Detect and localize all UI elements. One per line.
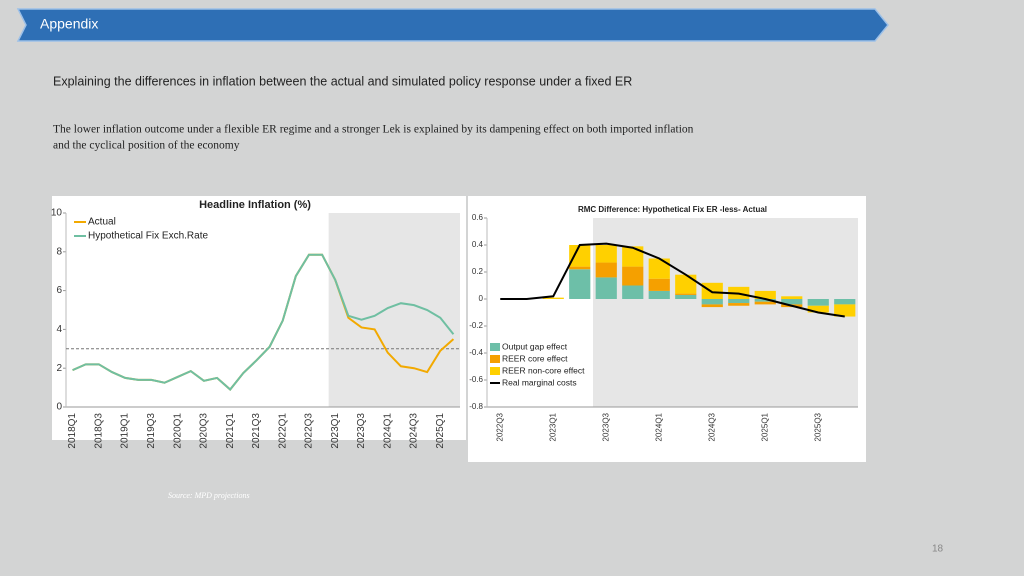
x-tick-label: 2023Q3: [601, 412, 610, 441]
bar-segment: [622, 285, 644, 299]
heading: Explaining the differences in inflation …: [53, 74, 632, 88]
bar-segment: [728, 299, 750, 304]
x-tick-label: 2019Q1: [120, 413, 131, 449]
header-title: Appendix: [40, 16, 98, 32]
x-tick-label: 2025Q1: [760, 412, 769, 441]
bar-segment: [754, 301, 776, 305]
legend-label: Actual: [88, 217, 116, 228]
bar-segment: [754, 299, 776, 302]
bar-segment: [701, 304, 723, 308]
bar-segment: [834, 299, 856, 305]
bar-segment: [595, 245, 617, 263]
bar-segment: [569, 269, 591, 299]
bar-segment: [701, 299, 723, 305]
x-tick-label: 2024Q3: [707, 412, 716, 441]
y-tick-label: 2: [56, 363, 62, 374]
bar-segment: [648, 258, 670, 279]
bar-segment: [622, 246, 644, 267]
x-tick-label: 2020Q1: [172, 413, 183, 449]
bar-segment: [754, 290, 776, 299]
x-tick-label: 2024Q1: [382, 413, 393, 449]
x-tick-label: 2023Q3: [356, 413, 367, 449]
y-tick-label: 0.4: [472, 240, 484, 249]
x-tick-label: 2025Q3: [813, 412, 822, 441]
series-line: [500, 242, 845, 318]
bar-segment: [622, 266, 644, 286]
bar-segment: [569, 245, 591, 267]
legend-label: Hypothetical Fix Exch.Rate: [88, 231, 208, 242]
paragraph-line: The lower inflation outcome under a flex…: [53, 124, 694, 136]
x-tick-label: 2023Q1: [330, 413, 341, 449]
shaded-region: [328, 213, 460, 407]
bar-segment: [542, 297, 564, 299]
bar-segment: [807, 299, 829, 306]
header-bar: [16, 8, 889, 42]
x-tick-label: 2021Q3: [251, 413, 262, 449]
bar-segment: [675, 274, 697, 294]
legend-label: REER core effect: [502, 353, 568, 363]
legend-swatch: [490, 343, 500, 351]
bar-segment: [648, 278, 670, 291]
legend-swatch: [490, 367, 500, 375]
x-tick-label: 2018Q1: [67, 413, 78, 449]
x-tick-label: 2022Q3: [304, 413, 315, 449]
x-tick-label: 2024Q1: [654, 412, 663, 441]
paragraph-line: and the cyclical position of the economy: [53, 140, 240, 152]
charts: Headline Inflation (%) 0 2 4 6 8 10 2018Q1 2018Q…: [51, 196, 866, 462]
x-tick-label: 2018Q3: [93, 413, 104, 449]
bar-segment: [728, 303, 750, 306]
legend-label: Output gap effect: [502, 341, 568, 351]
y-tick-label: 0.6: [472, 213, 484, 222]
bar-segment: [675, 294, 697, 299]
bar-segment: [595, 277, 617, 299]
y-tick-label: 0: [479, 294, 484, 303]
bar-segment: [781, 299, 803, 305]
x-tick-label: 2022Q1: [277, 413, 288, 449]
bar-segment: [834, 304, 856, 317]
x-tick-label: 2023Q1: [548, 412, 557, 441]
y-tick-label: 6: [56, 285, 62, 296]
page-number: 18: [932, 544, 944, 555]
y-tick-label: 0: [56, 402, 62, 413]
source: Source: MPD projections: [168, 491, 250, 500]
y-tick-label: -0.4: [469, 348, 483, 357]
bar-segment: [595, 262, 617, 278]
series-line: [72, 253, 455, 391]
x-tick-label: 2025Q1: [435, 413, 446, 449]
y-tick-label: 10: [51, 208, 63, 219]
chart-title: Headline Inflation (%): [199, 199, 311, 211]
legend-label: Real marginal costs: [502, 377, 577, 387]
x-tick-label: 2021Q1: [225, 413, 236, 449]
bar-segment: [569, 266, 591, 270]
x-tick-label: 2019Q3: [146, 413, 157, 449]
bar-segment: [675, 293, 697, 295]
x-tick-label: 2022Q3: [495, 412, 504, 441]
y-tick-label: 0.2: [472, 267, 484, 276]
x-tick-label: 2024Q3: [409, 413, 420, 449]
y-tick-label: 8: [56, 246, 62, 257]
bar-segment: [807, 305, 829, 313]
bar-segment: [648, 290, 670, 299]
bar-segment: [781, 296, 803, 299]
legend-swatch: [490, 355, 500, 363]
y-tick-label: -0.6: [469, 375, 483, 384]
y-tick-label: 4: [56, 324, 62, 335]
bar-segment: [701, 282, 723, 299]
y-tick-label: -0.8: [469, 402, 483, 411]
legend-label: REER non-core effect: [502, 365, 585, 375]
x-tick-label: 2020Q3: [199, 413, 210, 449]
chart-title: RMC Difference: Hypothetical Fix ER -les…: [578, 205, 767, 214]
y-tick-label: -0.2: [469, 321, 483, 330]
